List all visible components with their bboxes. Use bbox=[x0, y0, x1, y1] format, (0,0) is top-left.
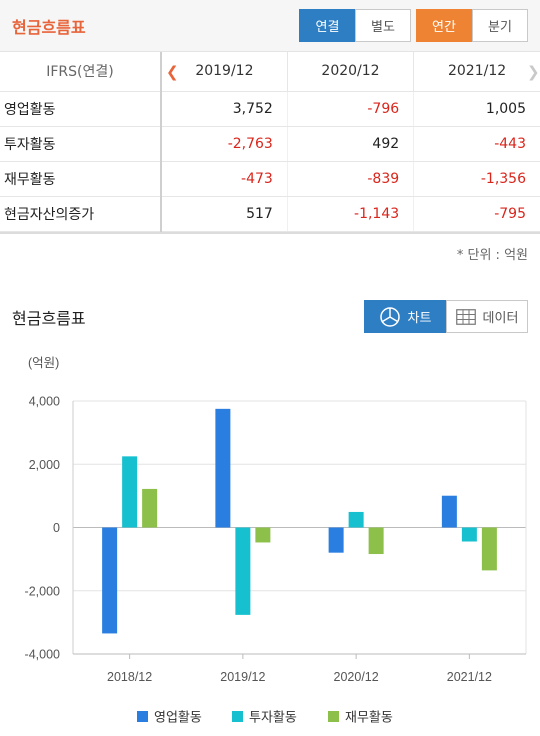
y-tick-label: 4,000 bbox=[29, 395, 60, 409]
legend-swatch bbox=[328, 711, 339, 722]
bar-3 bbox=[368, 527, 384, 555]
chart-view-label: 차트 bbox=[407, 311, 432, 326]
chevron-right-icon[interactable]: ❯ bbox=[527, 63, 540, 81]
x-tick-label: 2018/12 bbox=[107, 670, 152, 684]
row-label: 투자활동 bbox=[0, 126, 162, 162]
table-row: 재무활동 -473 -839 -1,356 bbox=[0, 161, 540, 197]
table-cell: 517 bbox=[160, 196, 288, 232]
tab-quarterly[interactable]: 분기 bbox=[472, 9, 528, 42]
table-cell: 492 bbox=[286, 126, 414, 162]
y-tick-label: -2,000 bbox=[25, 584, 60, 598]
column-header: 2019/12 bbox=[160, 52, 288, 92]
tab-annual[interactable]: 연간 bbox=[416, 9, 472, 42]
table-grid-icon bbox=[455, 308, 476, 325]
x-tick-label: 2019/12 bbox=[220, 670, 265, 684]
chart-view-button[interactable]: 차트 bbox=[364, 300, 446, 333]
table-row: 투자활동 -2,763 492 -443 bbox=[0, 126, 540, 162]
tab-separate[interactable]: 별도 bbox=[355, 9, 411, 42]
chevron-left-icon[interactable]: ❮ bbox=[166, 63, 179, 81]
tab-consolidated[interactable]: 연결 bbox=[299, 9, 355, 42]
data-view-label: 데이터 bbox=[482, 311, 519, 326]
column-header: 2020/12 bbox=[286, 52, 414, 92]
table-cell: -2,763 bbox=[160, 126, 288, 162]
table-cell: -1,356 bbox=[413, 161, 540, 197]
legend-swatch bbox=[137, 711, 148, 722]
table-header-row: IFRS(연결) 2019/12 2020/12 2021/12 bbox=[0, 52, 540, 92]
chart-section-title: 현금흐름표 bbox=[12, 309, 86, 328]
bar-1 bbox=[441, 495, 457, 528]
bar-3 bbox=[255, 527, 271, 543]
cashflow-bar-chart: (억원) 4,000 2,000 0 -2,000 -4,000 2018/12 2019/1… bbox=[25, 356, 527, 726]
legend-label: 재무활동 bbox=[345, 711, 393, 726]
data-view-button[interactable]: 데이터 bbox=[446, 300, 528, 333]
top-bar: 현금흐름표 연결 별도 연간 분기 bbox=[0, 0, 540, 52]
bar-2 bbox=[122, 456, 138, 528]
bar-3 bbox=[142, 488, 158, 528]
legend-label: 투자활동 bbox=[249, 711, 297, 726]
legend-label: 영업활동 bbox=[154, 711, 202, 726]
table-row: 영업활동 3,752 -796 1,005 bbox=[0, 91, 540, 127]
y-tick-label: -4,000 bbox=[25, 648, 60, 662]
row-label: 재무활동 bbox=[0, 161, 162, 197]
bar-2 bbox=[348, 511, 364, 528]
y-tick-label: 0 bbox=[53, 521, 60, 535]
table-cell: -443 bbox=[413, 126, 540, 162]
table-bottom-divider bbox=[0, 232, 540, 234]
table-cell: -473 bbox=[160, 161, 288, 197]
table-cell: -839 bbox=[286, 161, 414, 197]
row-label: 영업활동 bbox=[0, 91, 162, 127]
unit-note: * 단위 : 억원 bbox=[456, 248, 528, 263]
pie-chart-icon bbox=[379, 306, 400, 327]
y-axis-label: (억원) bbox=[28, 356, 59, 370]
table-row: 현금자산의증가 517 -1,143 -795 bbox=[0, 196, 540, 232]
table-cell: -796 bbox=[286, 91, 414, 127]
bar-3 bbox=[481, 527, 497, 571]
cashflow-table: IFRS(연결) 2019/12 2020/12 2021/12 영업활동 3,7… bbox=[0, 52, 540, 232]
bar-1 bbox=[215, 408, 231, 528]
period-toggle: 연간 분기 bbox=[416, 9, 528, 42]
consolidation-toggle: 연결 별도 bbox=[299, 9, 411, 42]
x-tick-label: 2020/12 bbox=[334, 670, 379, 684]
bar-2 bbox=[461, 527, 477, 542]
bar-1 bbox=[102, 527, 118, 634]
table-cell: 3,752 bbox=[160, 91, 288, 127]
chart-data-toggle: 차트 데이터 bbox=[364, 300, 528, 333]
table-cell: 1,005 bbox=[413, 91, 540, 127]
y-tick-label: 2,000 bbox=[29, 458, 60, 472]
table-cell: -795 bbox=[413, 196, 540, 232]
bar-2 bbox=[235, 527, 251, 615]
bar-1 bbox=[328, 527, 344, 553]
row-label: 현금자산의증가 bbox=[0, 196, 162, 232]
table-header-label: IFRS(연결) bbox=[0, 52, 162, 92]
page-title: 현금흐름표 bbox=[12, 18, 86, 37]
table-cell: -1,143 bbox=[286, 196, 414, 232]
column-header: 2021/12 bbox=[413, 52, 540, 92]
legend-swatch bbox=[232, 711, 243, 722]
x-tick-label: 2021/12 bbox=[447, 670, 492, 684]
